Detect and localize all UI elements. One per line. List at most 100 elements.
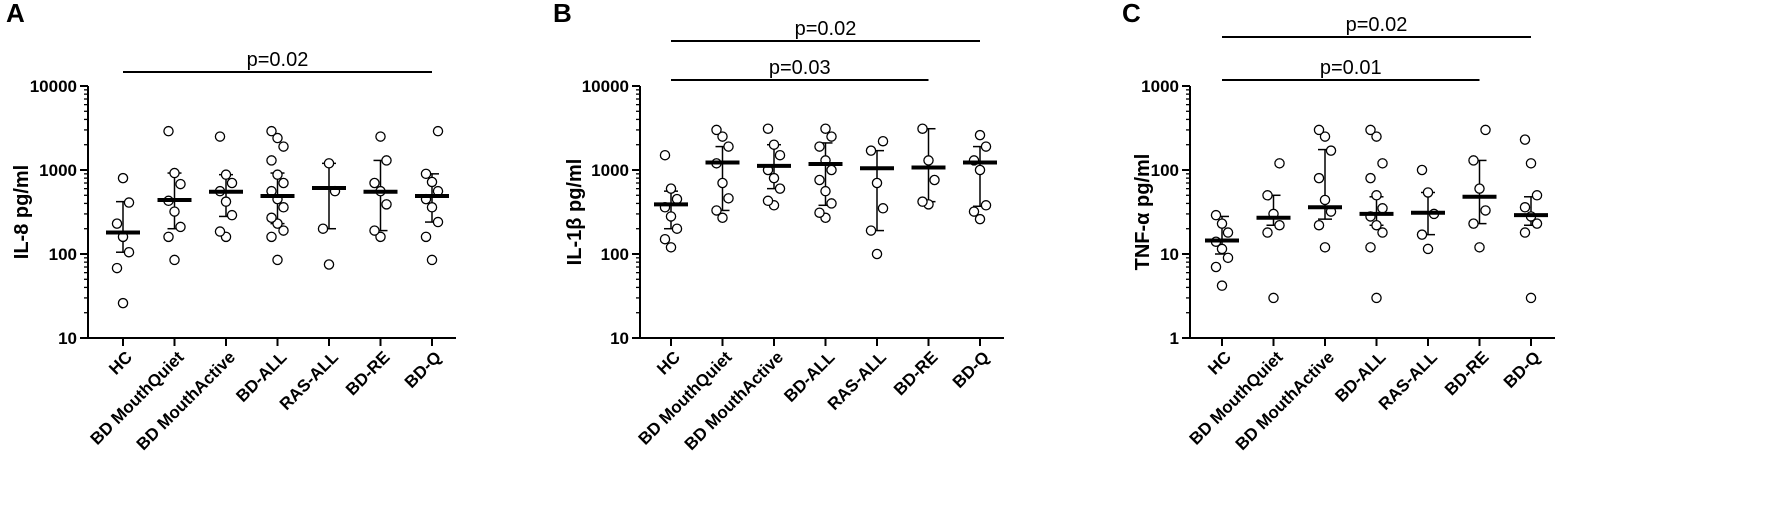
data-point [717,131,728,142]
x-tick-label: BD MouthQuiet [1186,347,1287,448]
data-point [272,254,283,266]
data-point [1371,292,1382,304]
data-point [871,177,883,189]
y-tick-label: 1000 [39,161,77,180]
p-value-label: p=0.03 [769,57,831,79]
data-point [980,200,992,211]
x-tick-label: BD MouthActive [681,348,787,454]
data-point [1371,219,1382,231]
data-point [226,209,238,221]
data-point [278,177,289,189]
data-point [1422,187,1434,198]
data-point [420,231,432,243]
data-point [272,132,283,144]
data-point [266,212,277,224]
data-point [820,123,831,134]
data-point [117,172,129,184]
data-point [762,123,774,134]
data-point [1531,218,1543,229]
data-point [659,233,671,245]
data-point [665,211,677,222]
data-point [123,197,135,208]
data-point [1216,243,1228,255]
data-point [871,248,883,260]
x-tick-label: BD-Q [1500,348,1544,392]
data-point [226,177,238,189]
data-point [1222,252,1234,264]
data-point [774,183,786,194]
data-point [1377,227,1388,238]
data-point [1525,158,1537,169]
data-point [1325,145,1337,156]
data-point [266,155,277,166]
data-point [923,155,934,166]
data-point [1371,131,1382,142]
data-point [1422,243,1434,255]
data-point [1319,194,1331,206]
data-point [1216,218,1228,229]
x-tick-label: HC [1204,348,1235,379]
y-tick-label: 10 [610,329,629,348]
y-axis-label: TNF-α pg/ml [1132,154,1154,271]
data-point [968,206,980,217]
data-point [169,206,180,217]
data-point [814,141,825,152]
data-point [665,242,677,253]
data-point [1262,227,1273,238]
data-point [317,223,329,234]
data-point [1377,158,1388,169]
x-tick-label: BD-Q [401,348,445,392]
y-tick-label: 10 [58,329,77,348]
data-point [1268,292,1279,304]
y-tick-label: 100 [1151,161,1179,180]
x-tick-label: BD MouthQuiet [635,347,736,448]
data-point [877,203,889,214]
data-point [1480,205,1491,216]
data-point [723,193,734,204]
data-point [323,259,335,270]
data-point [1313,219,1325,231]
data-point [375,231,386,243]
data-point [278,141,289,152]
data-point [665,183,677,194]
data-point [214,131,226,142]
y-tick-label: 10000 [30,77,77,96]
y-tick-label: 10 [1160,245,1179,264]
data-point [1377,203,1388,214]
data-point [865,225,877,236]
data-point [169,167,180,179]
panel-label: A [6,0,25,28]
data-point [1274,219,1285,231]
data-point [1222,227,1234,238]
data-point [175,221,186,233]
x-tick-label: HC [653,348,684,379]
data-point [1525,292,1537,304]
data-point [220,169,232,180]
data-point [426,254,438,266]
data-point [1416,164,1428,176]
panel-label: C [1122,0,1141,28]
x-tick-label: BD MouthActive [1232,348,1338,454]
data-point [762,195,774,207]
data-point [711,205,722,216]
p-value-label: p=0.02 [795,18,857,40]
x-tick-label: BD-Q [949,348,993,392]
data-point [1313,124,1325,136]
data-point [1519,227,1531,238]
data-point [111,262,123,274]
x-tick-label: BD-RE [342,348,394,400]
data-point [1474,183,1485,194]
data-point [826,198,837,209]
data-point [369,177,380,189]
data-point [266,231,277,243]
x-tick-label: BD MouthQuiet [87,347,188,448]
panel-label: B [553,0,572,28]
y-axis-label: IL-8 pg/ml [11,165,33,259]
p-value-label: p=0.02 [247,49,309,71]
data-point [163,231,174,243]
data-point [917,196,928,207]
data-point [117,297,129,309]
data-point [768,139,780,150]
